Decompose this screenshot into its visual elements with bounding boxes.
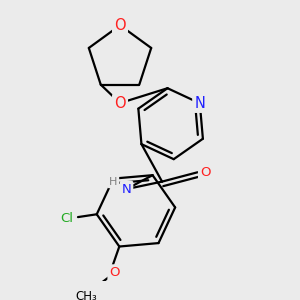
Text: O: O [110, 266, 120, 279]
Text: H: H [109, 177, 118, 187]
Text: N: N [122, 183, 131, 196]
Text: O: O [114, 18, 126, 33]
Text: O: O [200, 166, 210, 179]
Text: CH₃: CH₃ [76, 290, 98, 300]
Text: N: N [194, 96, 205, 111]
Text: Cl: Cl [60, 212, 73, 226]
Text: O: O [114, 96, 126, 111]
